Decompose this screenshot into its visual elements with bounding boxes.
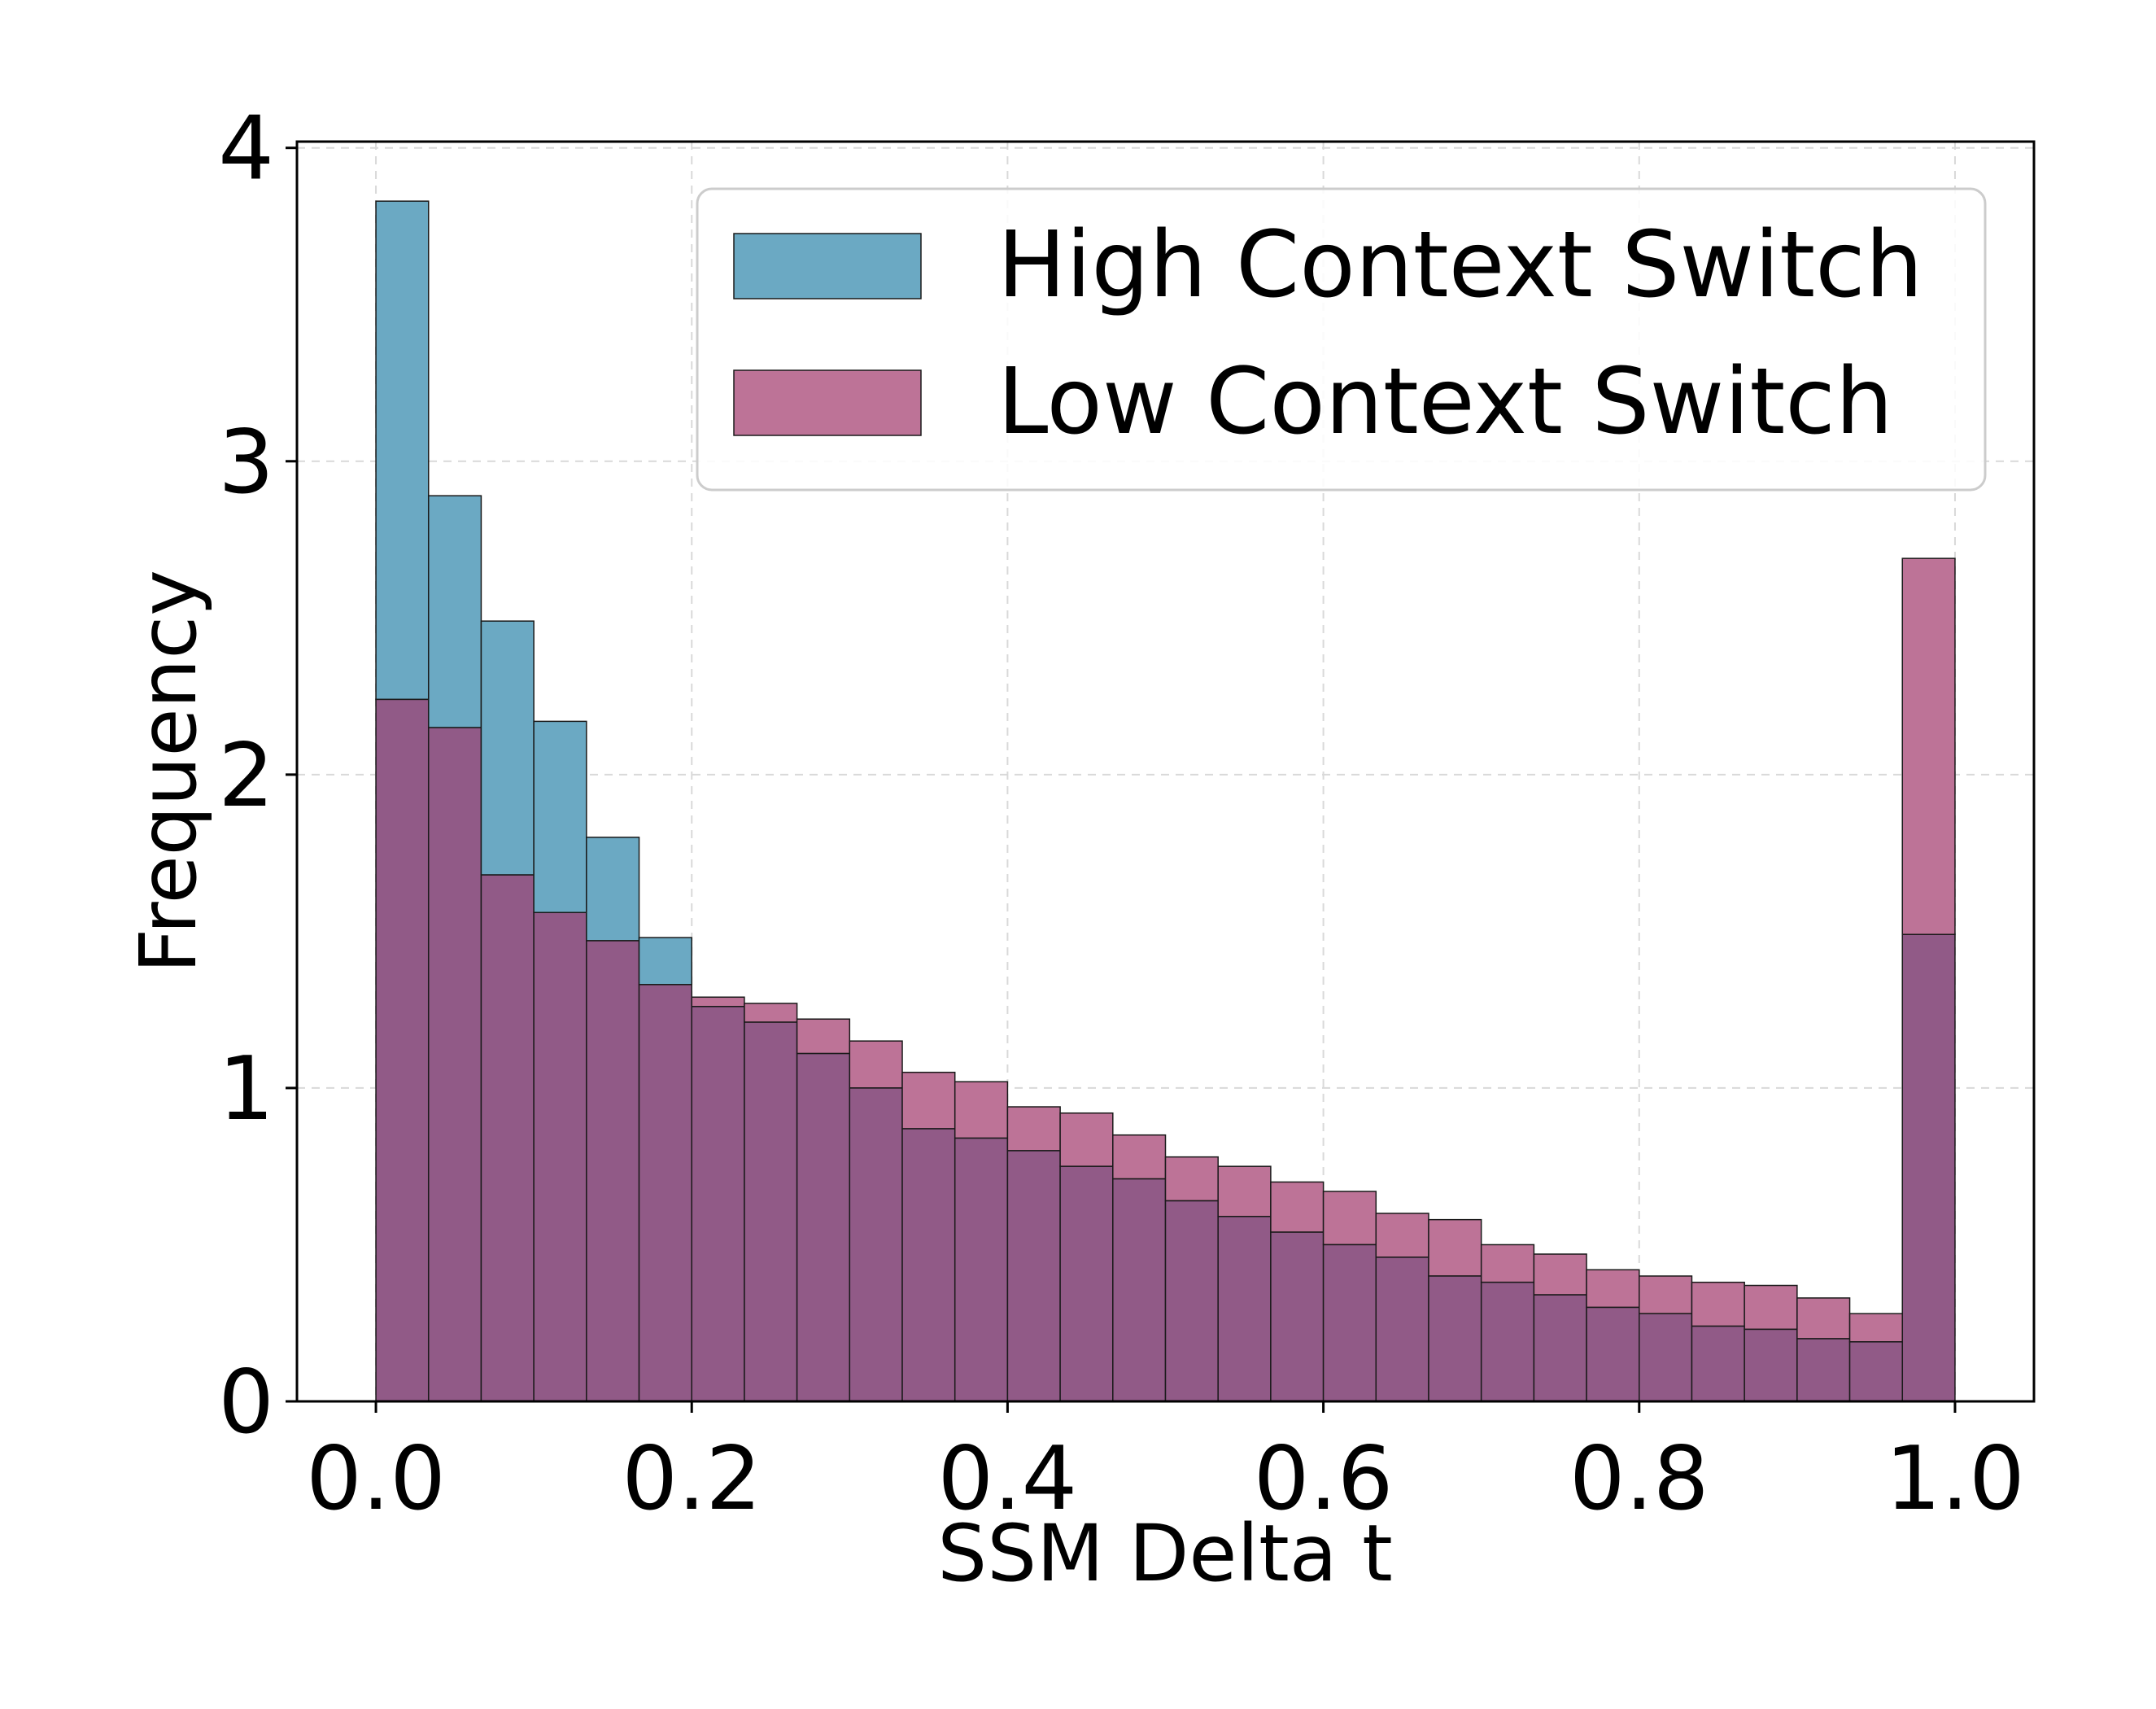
legend-label-high: High Context Switch: [997, 212, 1923, 318]
bar-overlap: [1270, 1231, 1325, 1402]
legend-swatch-high: [733, 233, 922, 299]
bar-high-context-switch: [586, 837, 640, 942]
bar-low-context-switch: [901, 1071, 956, 1130]
bar-overlap: [744, 1021, 798, 1402]
legend-swatch-low: [733, 369, 922, 436]
axes-frame: [295, 140, 2036, 1403]
bar-low-context-switch: [1006, 1106, 1061, 1152]
x-tick-label: 0.2: [622, 1428, 762, 1530]
bar-overlap: [638, 984, 692, 1402]
bar-low-context-switch: [1428, 1218, 1482, 1277]
bar-overlap: [901, 1128, 956, 1402]
y-tick-label: 4: [218, 98, 274, 200]
bar-low-context-switch: [1112, 1134, 1167, 1180]
bar-low-context-switch: [1164, 1156, 1219, 1202]
y-tick-label: 0: [218, 1352, 274, 1453]
bar-overlap: [1691, 1325, 1745, 1402]
bar-low-context-switch: [1375, 1213, 1429, 1258]
bar-low-context-switch: [796, 1018, 851, 1055]
bar-low-context-switch: [1901, 557, 1956, 935]
bar-overlap: [1901, 933, 1956, 1402]
bar-high-context-switch: [638, 937, 692, 986]
bar-high-context-switch: [480, 620, 535, 876]
bar-low-context-switch: [1533, 1253, 1587, 1296]
bar-low-context-switch: [1848, 1313, 1904, 1343]
bar-overlap: [427, 727, 482, 1402]
y-axis-label: Frequency: [123, 570, 214, 973]
bar-overlap: [1848, 1341, 1904, 1402]
bar-low-context-switch: [1744, 1284, 1798, 1331]
bar-overlap: [586, 940, 640, 1402]
x-tick-label: 1.0: [1885, 1428, 2025, 1530]
bar-overlap: [1480, 1281, 1535, 1402]
bar-overlap: [533, 911, 587, 1402]
x-tick-label: 0.4: [938, 1428, 1078, 1530]
x-tick-label: 0.8: [1569, 1428, 1709, 1530]
bar-overlap: [691, 1006, 745, 1402]
legend-label-low: Low Context Switch: [997, 349, 1893, 455]
bar-overlap: [1375, 1257, 1429, 1402]
y-tick-label: 2: [218, 725, 274, 827]
bar-high-context-switch: [375, 200, 430, 701]
bar-overlap: [849, 1087, 903, 1402]
bar-low-context-switch: [954, 1081, 1009, 1139]
bar-low-context-switch: [1059, 1112, 1114, 1167]
bar-overlap: [1744, 1328, 1798, 1402]
bar-low-context-switch: [849, 1040, 903, 1089]
bar-overlap: [1796, 1338, 1851, 1402]
bar-overlap: [1006, 1150, 1061, 1402]
bar-low-context-switch: [1691, 1281, 1745, 1327]
bar-overlap: [375, 698, 430, 1402]
bar-low-context-switch: [1639, 1275, 1693, 1314]
axis-ticks: 0.0 0.2 0.4 0.6 0.8 1.0 0 1 2 3 4: [218, 98, 2025, 1530]
bar-low-context-switch: [1586, 1269, 1640, 1309]
y-tick-label: 1: [218, 1038, 274, 1140]
bar-overlap: [1322, 1244, 1377, 1402]
bar-high-context-switch: [533, 720, 587, 914]
bar-overlap: [1428, 1275, 1482, 1402]
bar-overlap: [1217, 1216, 1272, 1402]
bar-low-context-switch: [744, 1003, 798, 1023]
bar-overlap: [1533, 1294, 1587, 1402]
bar-overlap: [1112, 1178, 1167, 1402]
bar-overlap: [1586, 1306, 1640, 1402]
legend-frame: [696, 187, 1987, 492]
bar-overlap: [954, 1137, 1009, 1402]
bar-low-context-switch: [1796, 1297, 1851, 1340]
bar-low-context-switch: [1270, 1181, 1325, 1233]
bar-low-context-switch: [691, 996, 745, 1007]
x-axis-label: SSM Delta t: [937, 1508, 1393, 1599]
bar-overlap: [796, 1052, 851, 1402]
x-tick-label: 0.0: [306, 1428, 446, 1530]
bar-high-context-switch: [427, 495, 482, 728]
bar-low-context-switch: [1217, 1165, 1272, 1217]
x-tick-label: 0.6: [1254, 1428, 1394, 1530]
y-tick-label: 3: [218, 412, 274, 514]
bar-low-context-switch: [1322, 1191, 1377, 1246]
legend: High Context Switch Low Context Switch: [696, 187, 1987, 492]
bar-overlap: [1164, 1200, 1219, 1402]
bar-overlap: [1059, 1165, 1114, 1402]
bar-overlap: [480, 874, 535, 1402]
bar-low-context-switch: [1480, 1244, 1535, 1283]
bar-overlap: [1639, 1313, 1693, 1402]
